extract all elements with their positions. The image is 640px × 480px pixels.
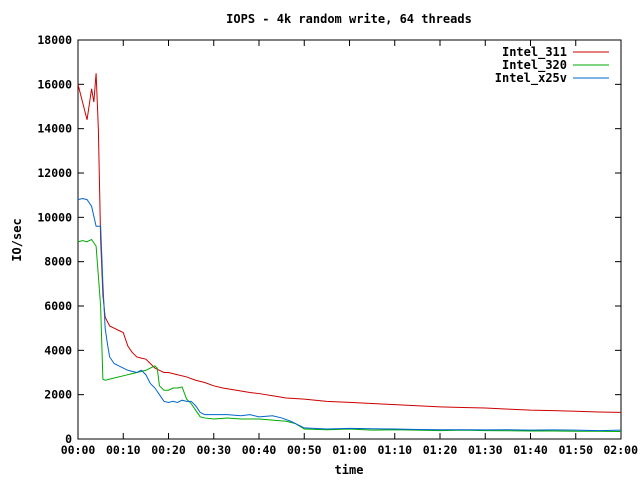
- x-axis-label: time: [335, 463, 364, 477]
- x-tick-label: 00:30: [196, 443, 231, 457]
- x-axis-ticks: 00:00 00:10 00:20 00:30 00:40 00:50 01:00 01:10…: [61, 40, 638, 457]
- x-tick-label: 01:30: [468, 443, 503, 457]
- x-tick-label: 00:00: [61, 443, 96, 457]
- series-line-intel-x25v: [77, 197, 622, 432]
- y-tick-label: 4000: [44, 343, 72, 357]
- plot-border: [77, 39, 622, 440]
- legend-label: Intel_x25v: [495, 71, 567, 86]
- legend-label: Intel_311: [502, 45, 567, 60]
- x-tick-label: 01:50: [558, 443, 593, 457]
- chart-title: IOPS - 4k random write, 64 threads: [226, 12, 472, 26]
- x-tick-label: 01:20: [423, 443, 458, 457]
- x-tick-label: 01:00: [332, 443, 367, 457]
- x-tick-label: 01:40: [513, 443, 548, 457]
- y-tick-label: 8000: [44, 255, 72, 269]
- plot-frame: [77, 39, 622, 440]
- x-tick-label: 02:00: [603, 443, 638, 457]
- y-axis-label: IO/sec: [10, 218, 24, 261]
- x-tick-label: 00:10: [106, 443, 141, 457]
- x-tick-label: 00:20: [151, 443, 186, 457]
- y-tick-label: 12000: [37, 166, 72, 180]
- x-tick-label: 01:10: [377, 443, 412, 457]
- legend-label: Intel_320: [502, 58, 567, 73]
- y-tick-label: 2000: [44, 388, 72, 402]
- y-tick-label: 10000: [37, 210, 72, 224]
- y-tick-label: 0: [65, 432, 72, 446]
- y-tick-label: 18000: [37, 33, 72, 47]
- series-lines: [77, 73, 622, 432]
- y-axis-ticks: 0 2000 4000 6000 8000 10000 12000 14000 16000 180…: [37, 33, 621, 446]
- y-tick-label: 6000: [44, 299, 72, 313]
- series-line-intel-320: [77, 238, 622, 432]
- x-tick-label: 00:50: [287, 443, 322, 457]
- x-tick-label: 00:40: [242, 443, 277, 457]
- y-tick-label: 16000: [37, 77, 72, 91]
- series-line-intel-311: [77, 73, 622, 413]
- y-tick-label: 14000: [37, 122, 72, 136]
